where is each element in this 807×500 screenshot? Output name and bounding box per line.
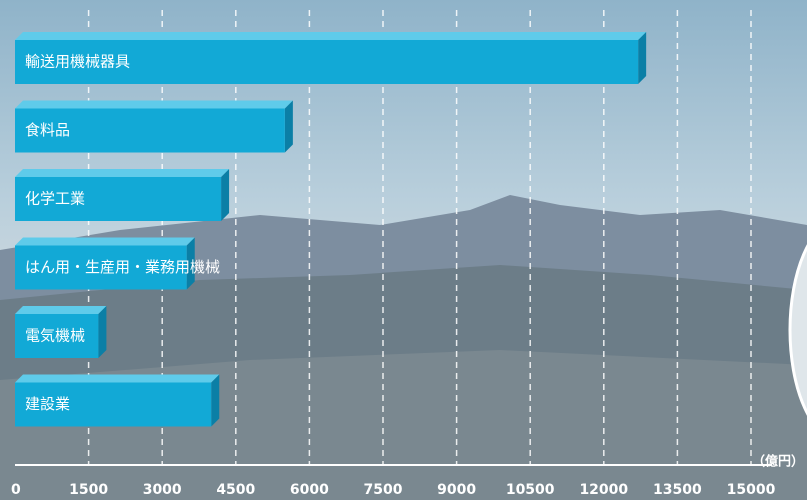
x-tick-label: 12000: [579, 482, 628, 498]
bar-side: [186, 237, 195, 290]
x-tick-label: 13500: [653, 482, 702, 498]
category-label: 食料品: [25, 121, 70, 139]
x-axis-unit: （億円）: [752, 454, 804, 470]
bar-side: [98, 306, 107, 358]
x-tick-label: 10500: [506, 482, 555, 498]
bar: [15, 245, 187, 290]
bar: [15, 177, 222, 221]
decor-circle: [788, 244, 807, 416]
bar-side: [221, 169, 230, 221]
bar-top: [15, 100, 293, 109]
category-label: 輸送用機械器具: [25, 53, 130, 71]
bar-side: [638, 32, 647, 84]
category-label: 電気機械: [25, 327, 85, 345]
x-tick-label: 7500: [364, 482, 403, 498]
bar-side: [284, 100, 293, 153]
x-tick-label: 3000: [143, 482, 182, 498]
bar-top: [15, 32, 647, 40]
bar: [15, 108, 285, 153]
category-label: 化学工業: [25, 190, 85, 208]
category-label: 建設業: [25, 395, 70, 413]
x-tick-label: 0: [11, 482, 21, 498]
x-tick-label: 4500: [216, 482, 255, 498]
x-tick-label: 6000: [290, 482, 329, 498]
x-tick-label: 15000: [727, 482, 776, 498]
category-label: はん用・生産用・業務用機械: [25, 258, 220, 276]
x-tick-label: 1500: [69, 482, 108, 498]
x-tick-label: 9000: [437, 482, 476, 498]
bar: [15, 382, 212, 427]
bar-top: [15, 237, 195, 246]
bar-side: [211, 374, 220, 427]
axis: 0 1500 3000 4500 6000 7500 9000 10500 12000 13500…: [11, 454, 804, 499]
bar: [15, 314, 99, 358]
bar-top: [15, 169, 230, 177]
bar-top: [15, 306, 107, 314]
bar: [15, 40, 639, 84]
bar-top: [15, 374, 220, 383]
